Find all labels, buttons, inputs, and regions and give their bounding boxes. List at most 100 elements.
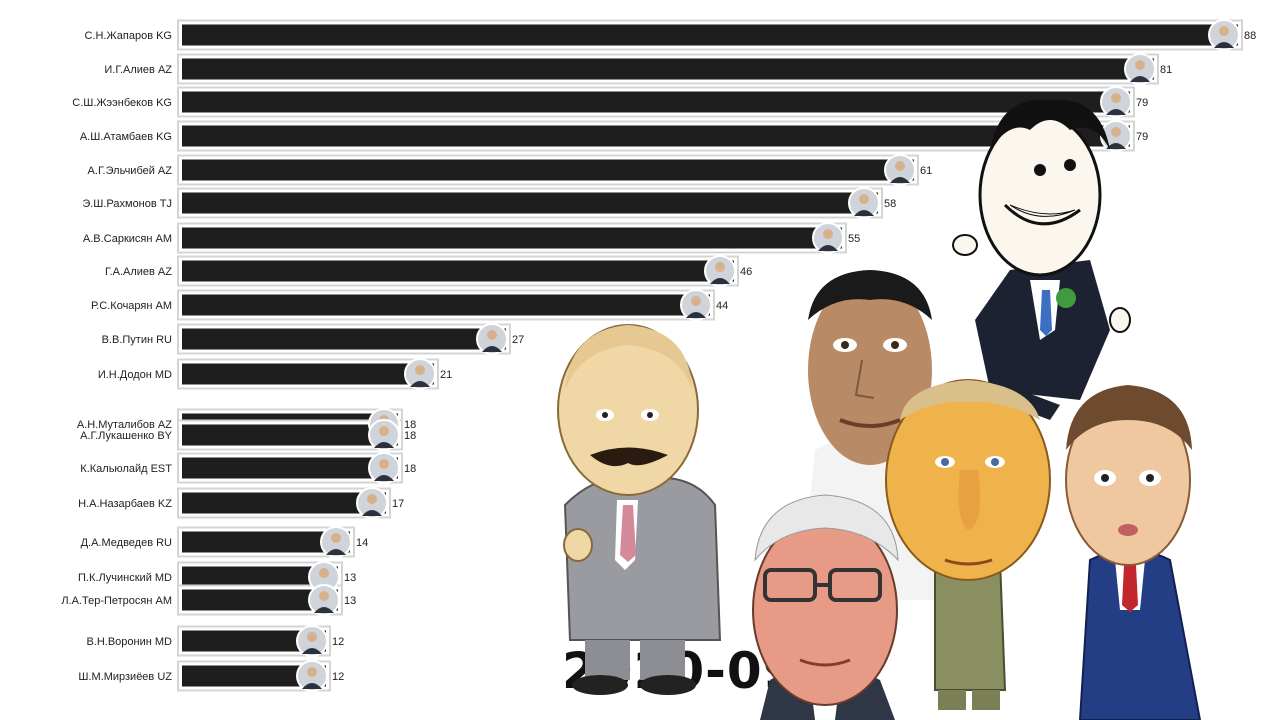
- bar: [182, 363, 434, 385]
- avatar-body: [1214, 42, 1234, 48]
- avatar-body: [410, 381, 430, 387]
- category-label: Д.А.Медведев RU: [81, 537, 172, 549]
- avatar-body: [314, 607, 334, 613]
- category-label: И.Г.Алиев AZ: [104, 64, 172, 76]
- value-label: 18: [404, 419, 416, 431]
- avatar-head: [319, 568, 329, 578]
- value-label: 12: [332, 671, 344, 683]
- avatar-body: [482, 346, 502, 352]
- bar: [182, 665, 326, 687]
- bar: [182, 328, 506, 350]
- value-label: 21: [440, 369, 452, 381]
- category-label: С.Н.Жапаров KG: [84, 30, 172, 42]
- bar: [182, 589, 338, 611]
- bar: [182, 294, 710, 316]
- bar: [182, 91, 1130, 113]
- category-label: Э.Ш.Рахмонов TJ: [82, 198, 172, 210]
- caricature-mustache-man: [557, 324, 722, 695]
- value-label: 13: [344, 572, 356, 584]
- bar: [182, 424, 398, 446]
- bar: [182, 227, 842, 249]
- bar: [182, 159, 914, 181]
- category-label: В.В.Путин RU: [102, 334, 172, 346]
- category-label: А.В.Саркисян AM: [83, 233, 172, 245]
- category-label: П.К.Лучинский MD: [78, 572, 172, 584]
- avatar-head: [1219, 26, 1229, 36]
- category-label: А.Г.Эльчибей AZ: [88, 165, 173, 177]
- value-label: 17: [392, 498, 404, 510]
- value-label: 12: [332, 636, 344, 648]
- category-label: Г.А.Алиев AZ: [105, 266, 172, 278]
- value-label: 79: [1136, 97, 1148, 109]
- value-label: 27: [512, 334, 524, 346]
- avatar-body: [302, 648, 322, 654]
- value-label: 44: [716, 300, 728, 312]
- avatar-head: [367, 494, 377, 504]
- bar: [182, 630, 326, 652]
- avatar-head: [307, 667, 317, 677]
- category-label: А.Г.Лукашенко BY: [80, 430, 173, 442]
- value-label: 55: [848, 233, 860, 245]
- avatar-head: [859, 194, 869, 204]
- value-label: 79: [1136, 131, 1148, 143]
- avatar-body: [710, 278, 730, 284]
- category-label: Р.С.Кочарян AM: [91, 300, 172, 312]
- avatar-head: [415, 365, 425, 375]
- avatar-head: [1111, 93, 1121, 103]
- value-label: 61: [920, 165, 932, 177]
- value-label: 14: [356, 537, 368, 549]
- avatar-head: [823, 229, 833, 239]
- avatar-head: [307, 632, 317, 642]
- value-label: 88: [1244, 30, 1256, 42]
- value-label: 18: [404, 430, 416, 442]
- category-labels: С.Н.Жапаров KG И.Г.Алиев AZ С.Ш.Жээнбеков …: [61, 30, 172, 683]
- avatar-body: [326, 549, 346, 555]
- avatar-head: [319, 591, 329, 601]
- caricature-blue-suit-man: [1065, 385, 1202, 720]
- avatar-body: [362, 510, 382, 516]
- bar: [182, 125, 1130, 147]
- avatar-head: [1135, 60, 1145, 70]
- avatar-body: [1130, 76, 1150, 82]
- avatar-head: [331, 533, 341, 543]
- avatar-head: [715, 262, 725, 272]
- avatar-body: [1106, 109, 1126, 115]
- avatar-body: [890, 177, 910, 183]
- value-label: 46: [740, 266, 752, 278]
- caricature-glasses-man: [752, 494, 899, 720]
- avatars-layer: [296, 19, 1240, 692]
- bar: [182, 192, 878, 214]
- avatar-body: [374, 475, 394, 481]
- value-label: 13: [344, 595, 356, 607]
- bar: [182, 566, 338, 588]
- avatar-body: [302, 683, 322, 689]
- avatar-body: [854, 210, 874, 216]
- category-label: Н.А.Назарбаев KZ: [78, 498, 172, 510]
- category-label: И.Н.Додон MD: [98, 369, 172, 381]
- bar: [182, 457, 398, 479]
- value-label: 81: [1160, 64, 1172, 76]
- category-label: С.Ш.Жээнбеков KG: [72, 97, 172, 109]
- caricature-illustrations: [557, 99, 1202, 720]
- avatar-body: [1106, 143, 1126, 149]
- avatar-head: [895, 161, 905, 171]
- category-label: Ш.М.Мирзиёев UZ: [78, 671, 172, 683]
- avatar-head: [379, 459, 389, 469]
- bar: [182, 58, 1154, 80]
- bar: [182, 260, 734, 282]
- avatar-head: [1111, 127, 1121, 137]
- category-label: А.Н.Муталибов AZ: [77, 419, 172, 431]
- avatar-head: [691, 296, 701, 306]
- avatar-body: [374, 442, 394, 448]
- category-label: В.Н.Воронин MD: [86, 636, 172, 648]
- avatar-head: [487, 330, 497, 340]
- bars-layer: [177, 19, 1243, 692]
- bar: [182, 24, 1238, 46]
- category-label: К.Кальюлайд EST: [80, 463, 172, 475]
- bar: [182, 531, 350, 553]
- category-label: А.Ш.Атамбаев KG: [80, 131, 172, 143]
- avatar-body: [686, 312, 706, 318]
- avatar-body: [818, 245, 838, 251]
